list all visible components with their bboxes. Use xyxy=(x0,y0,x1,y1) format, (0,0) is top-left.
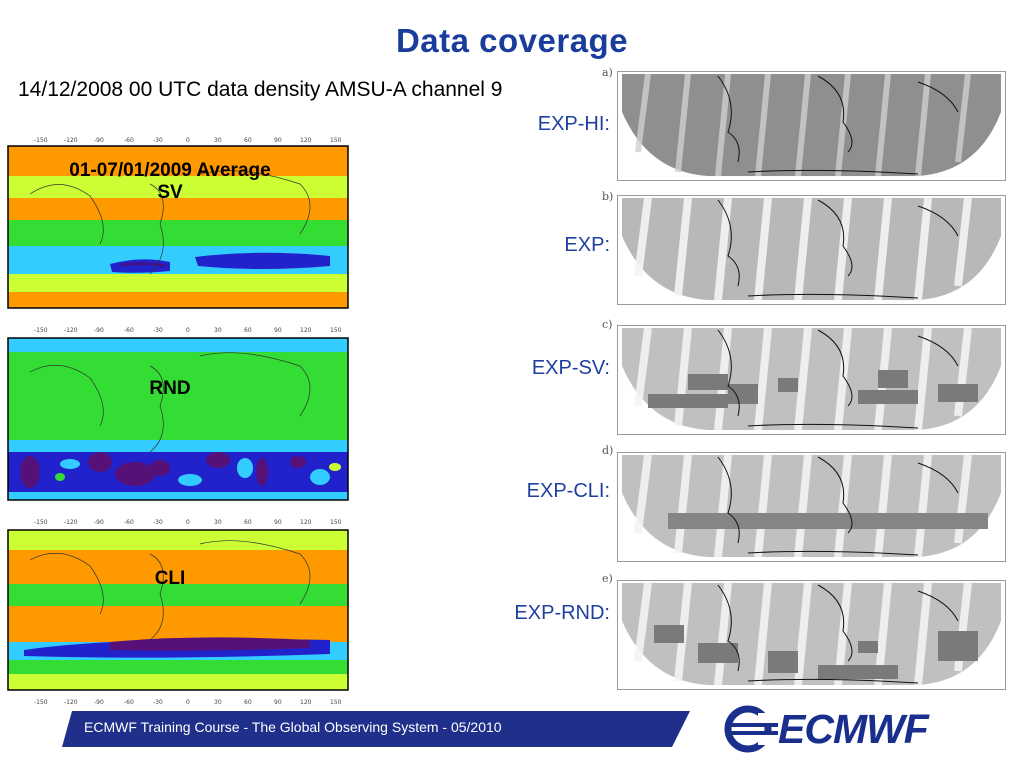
svg-text:-30: -30 xyxy=(153,699,163,706)
exp-label-hi: EXP-HI: xyxy=(537,113,610,135)
gray-map-e xyxy=(617,580,1006,690)
svg-text:-60: -60 xyxy=(124,327,134,334)
svg-text:-120: -120 xyxy=(64,519,78,526)
svg-text:-150: -150 xyxy=(34,519,48,526)
svg-text:-150: -150 xyxy=(34,327,48,334)
svg-text:0: 0 xyxy=(186,327,190,334)
svg-text:-30: -30 xyxy=(153,519,163,526)
svg-text:-90: -90 xyxy=(94,519,104,526)
svg-text:-30: -30 xyxy=(153,137,163,144)
svg-text:0: 0 xyxy=(186,699,190,706)
svg-text:0: 0 xyxy=(186,137,190,144)
svg-text:30: 30 xyxy=(214,519,222,526)
map-caption-line1: 01-07/01/2009 Average xyxy=(69,160,271,181)
panel-letter-d: d) xyxy=(602,444,614,457)
footer-text: ECMWF Training Course - The Global Obser… xyxy=(84,719,502,735)
ecmwf-logo-text: ECMWF xyxy=(778,706,929,752)
exp-label-exp: EXP: xyxy=(564,234,610,256)
svg-text:-120: -120 xyxy=(64,699,78,706)
svg-text:-60: -60 xyxy=(124,519,134,526)
exp-label-sv: EXP-SV: xyxy=(531,357,610,379)
exp-label-rnd: EXP-RND: xyxy=(514,602,610,624)
panel-letter-e: e) xyxy=(602,572,613,585)
panel-letter-b: b) xyxy=(602,190,614,203)
exp-label-cli: EXP-CLI: xyxy=(526,480,610,502)
svg-text:-90: -90 xyxy=(94,327,104,334)
svg-text:30: 30 xyxy=(214,327,222,334)
footer-band xyxy=(62,711,690,747)
svg-text:30: 30 xyxy=(214,137,222,144)
svg-text:120: 120 xyxy=(300,137,312,144)
svg-text:-150: -150 xyxy=(34,699,48,706)
color-map-rnd: -150 -120 -90 -60 -30 0 30 60 90 120 150 RND xyxy=(0,322,360,510)
svg-text:60: 60 xyxy=(244,519,252,526)
svg-text:90: 90 xyxy=(274,699,282,706)
svg-text:150: 150 xyxy=(330,137,342,144)
gray-map-b xyxy=(617,195,1006,305)
color-map-cli: -150 -120 -90 -60 -30 0 30 60 90 120 150 -150 -120 -… xyxy=(0,514,360,710)
panel-letter-c: c) xyxy=(602,318,613,331)
svg-text:-60: -60 xyxy=(124,699,134,706)
svg-text:-90: -90 xyxy=(94,137,104,144)
svg-text:60: 60 xyxy=(244,137,252,144)
svg-text:150: 150 xyxy=(330,699,342,706)
color-map-sv: -150 -120 -90 -60 -30 0 30 60 90 120 150 01-07/01/… xyxy=(0,134,360,318)
slide-subtitle: 14/12/2008 00 UTC data density AMSU-A ch… xyxy=(18,78,503,101)
svg-text:150: 150 xyxy=(330,519,342,526)
slide-title: Data coverage xyxy=(395,22,629,59)
svg-text:-30: -30 xyxy=(153,327,163,334)
svg-text:120: 120 xyxy=(300,327,312,334)
svg-text:150: 150 xyxy=(330,327,342,334)
svg-text:0: 0 xyxy=(186,519,190,526)
map-caption-cli: CLI xyxy=(154,568,186,589)
svg-text:90: 90 xyxy=(274,137,282,144)
map-caption-line2: SV xyxy=(157,182,183,203)
svg-text:90: 90 xyxy=(274,519,282,526)
svg-text:60: 60 xyxy=(244,699,252,706)
svg-text:-120: -120 xyxy=(64,137,78,144)
svg-text:-150: -150 xyxy=(34,137,48,144)
panel-letter-a: a) xyxy=(602,66,613,79)
svg-text:60: 60 xyxy=(244,327,252,334)
ecmwf-logo xyxy=(720,704,960,754)
gray-map-d xyxy=(617,452,1006,562)
svg-text:120: 120 xyxy=(300,699,312,706)
svg-text:30: 30 xyxy=(214,699,222,706)
map-caption-rnd: RND xyxy=(149,378,191,399)
svg-text:-60: -60 xyxy=(124,137,134,144)
svg-text:-90: -90 xyxy=(94,699,104,706)
svg-text:120: 120 xyxy=(300,519,312,526)
svg-text:-120: -120 xyxy=(64,327,78,334)
svg-text:90: 90 xyxy=(274,327,282,334)
gray-map-c xyxy=(617,325,1006,435)
gray-map-a xyxy=(617,71,1006,181)
